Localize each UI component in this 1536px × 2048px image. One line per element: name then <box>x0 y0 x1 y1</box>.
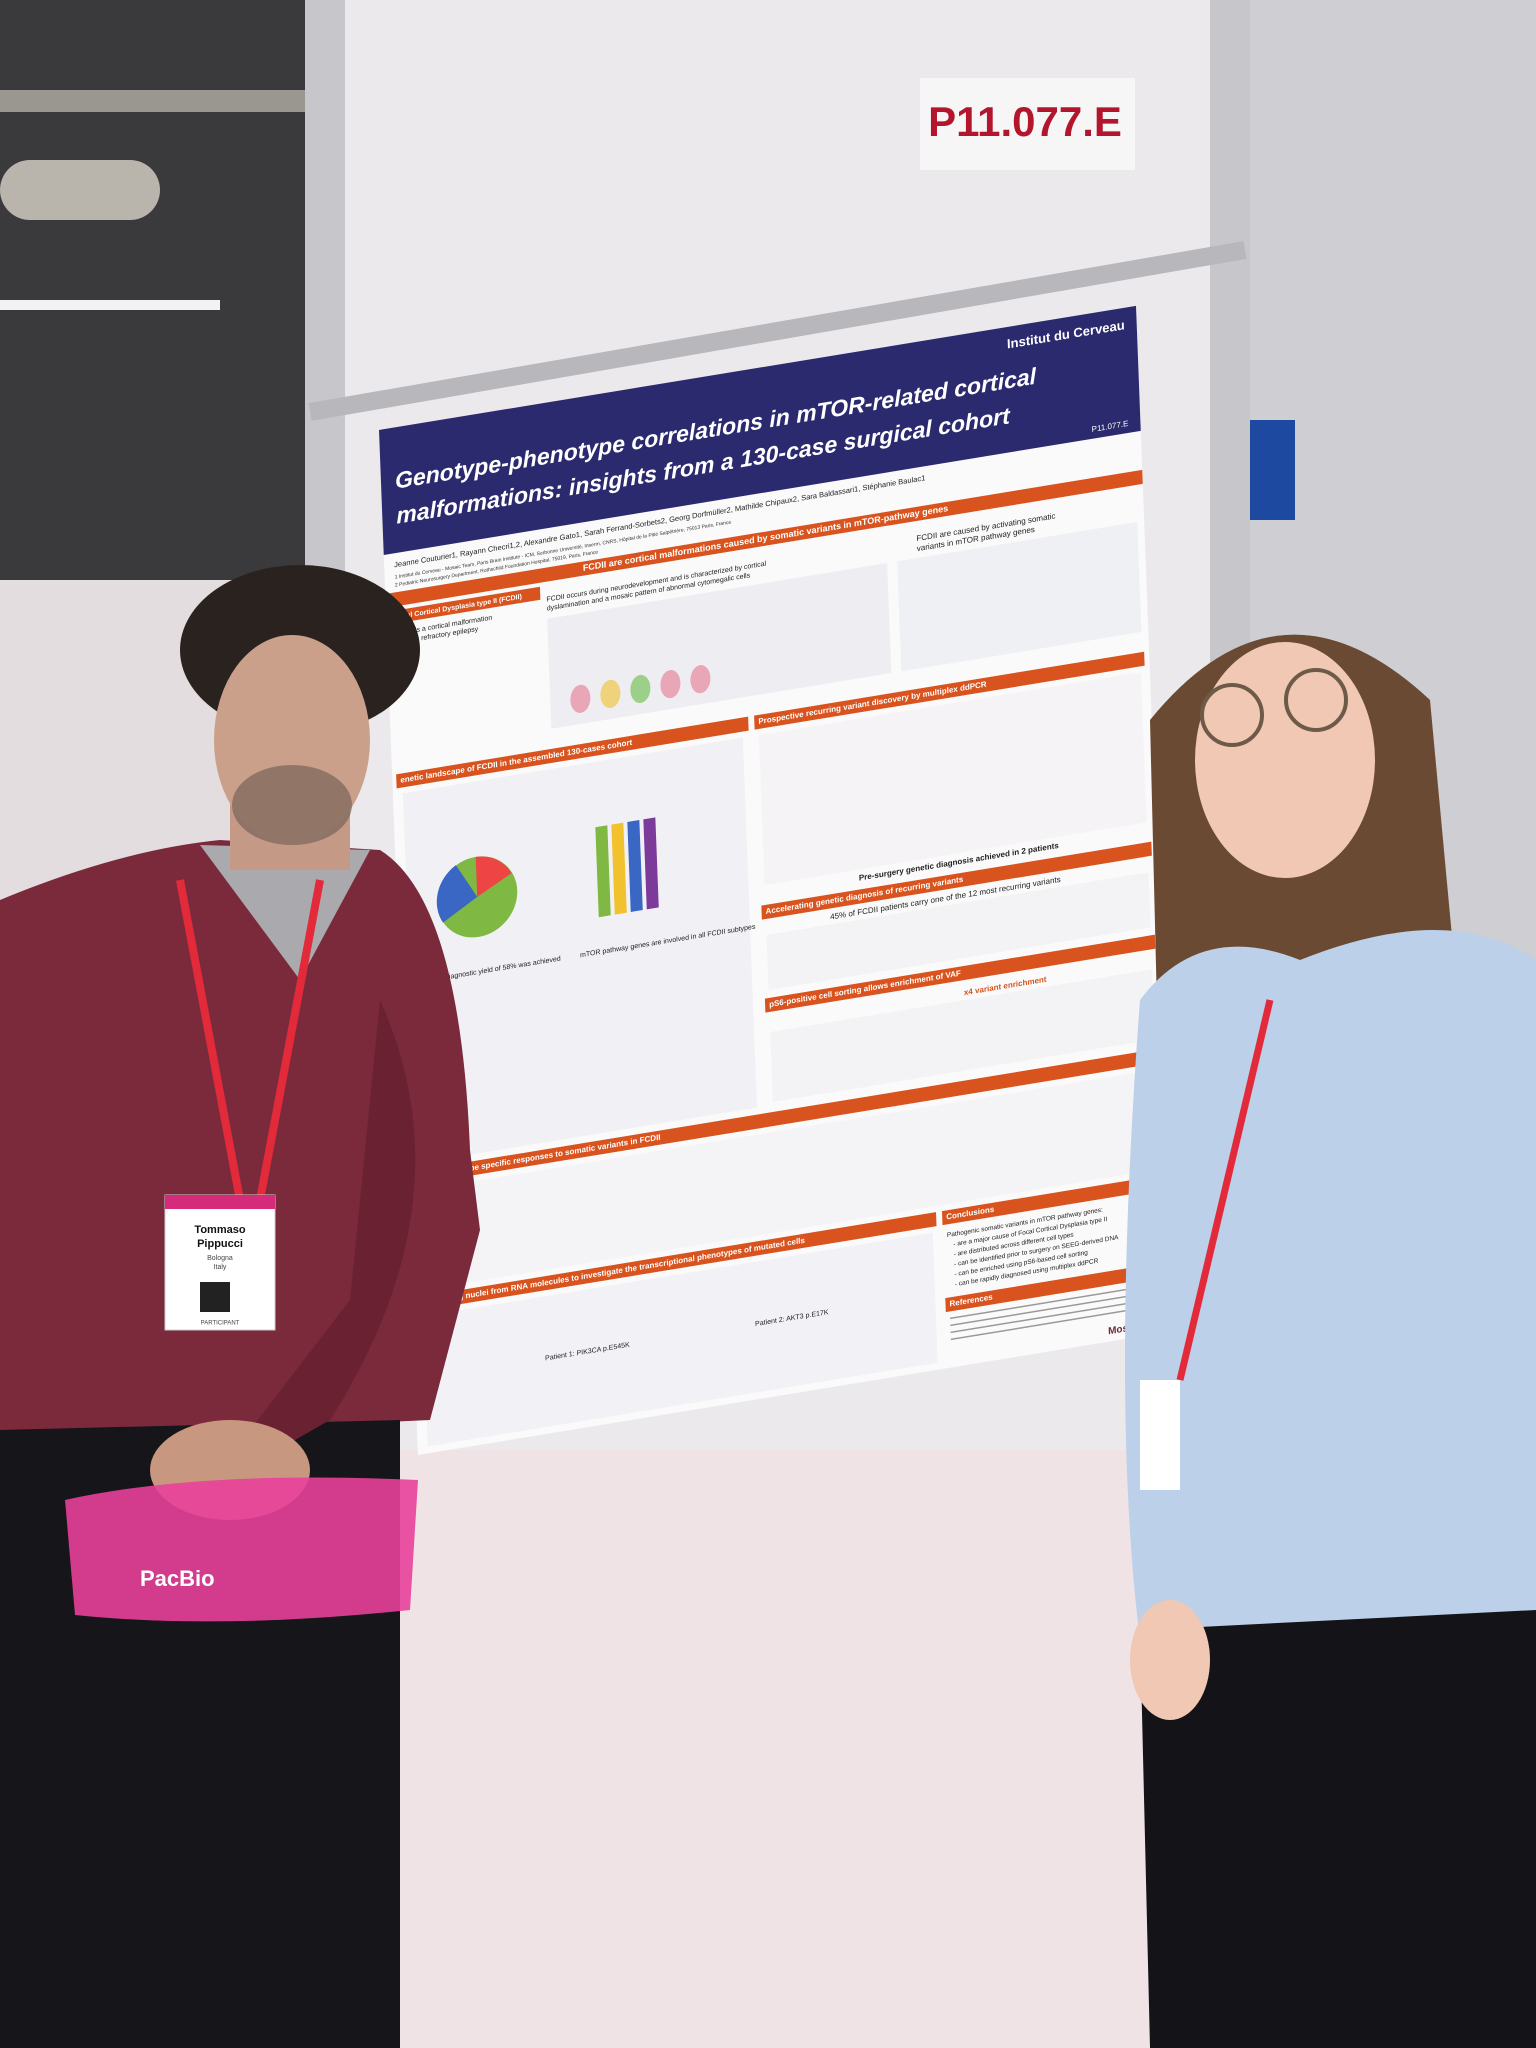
section-header <box>415 1212 937 1312</box>
badge-last-name: Pippucci <box>197 1238 243 1250</box>
figure-shape <box>436 865 478 923</box>
qr-code <box>200 1282 230 1312</box>
trousers <box>1140 1610 1536 2048</box>
section-header <box>389 586 541 625</box>
figure-panel <box>402 737 757 1164</box>
section-header <box>411 1048 1160 1186</box>
badge-country: Italy <box>214 1264 227 1271</box>
figure-panel <box>758 672 1147 885</box>
glasses <box>1200 683 1264 747</box>
woman <box>1125 634 1536 2048</box>
badge-role: PARTICIPANT <box>201 1321 240 1327</box>
figure-panel <box>766 872 1151 990</box>
lower-panel <box>305 1450 1165 2048</box>
badge-band <box>165 1195 275 1209</box>
section-header <box>396 716 749 789</box>
figure-panel <box>770 969 1155 1102</box>
sign-board <box>920 78 1135 170</box>
figure-panel <box>422 1232 938 1447</box>
figure-shape <box>475 856 512 897</box>
ceiling-beam <box>0 90 320 112</box>
shirt <box>200 845 370 980</box>
figure-panel <box>417 1069 1160 1291</box>
poster: Institut du Cerveau Genotype-phenotype c… <box>379 305 1175 1455</box>
section-header <box>764 934 1156 1013</box>
banner <box>385 469 1143 608</box>
glasses <box>1284 668 1348 732</box>
metal-bar <box>308 241 1247 421</box>
lanyard <box>1176 999 1274 1381</box>
man: Tommaso Pippucci Bologna Italy PARTICIPA… <box>0 565 480 2048</box>
organoids <box>570 665 711 713</box>
poster-header <box>379 305 1141 555</box>
booth-id: P11.077.E <box>928 98 1122 145</box>
figure-bars <box>595 817 659 918</box>
duct <box>0 160 160 220</box>
ceiling-light <box>0 300 220 310</box>
bag <box>65 1477 418 1622</box>
blue-sign <box>1245 420 1295 520</box>
section-header <box>941 1174 1165 1226</box>
figure-panel <box>897 522 1142 672</box>
ceiling <box>0 0 320 580</box>
face <box>1195 642 1375 878</box>
section-header <box>945 1261 1168 1313</box>
bag-brand: PacBio <box>140 1566 215 1591</box>
badge <box>1140 1380 1180 1490</box>
hand <box>1130 1600 1210 1720</box>
badge-city: Bologna <box>207 1255 233 1262</box>
shirt <box>1125 930 1536 1640</box>
badge-first-name: Tommaso <box>194 1224 245 1236</box>
beard <box>232 765 352 845</box>
section-header <box>761 841 1152 920</box>
arm <box>250 1000 416 1460</box>
section-header <box>754 651 1145 730</box>
